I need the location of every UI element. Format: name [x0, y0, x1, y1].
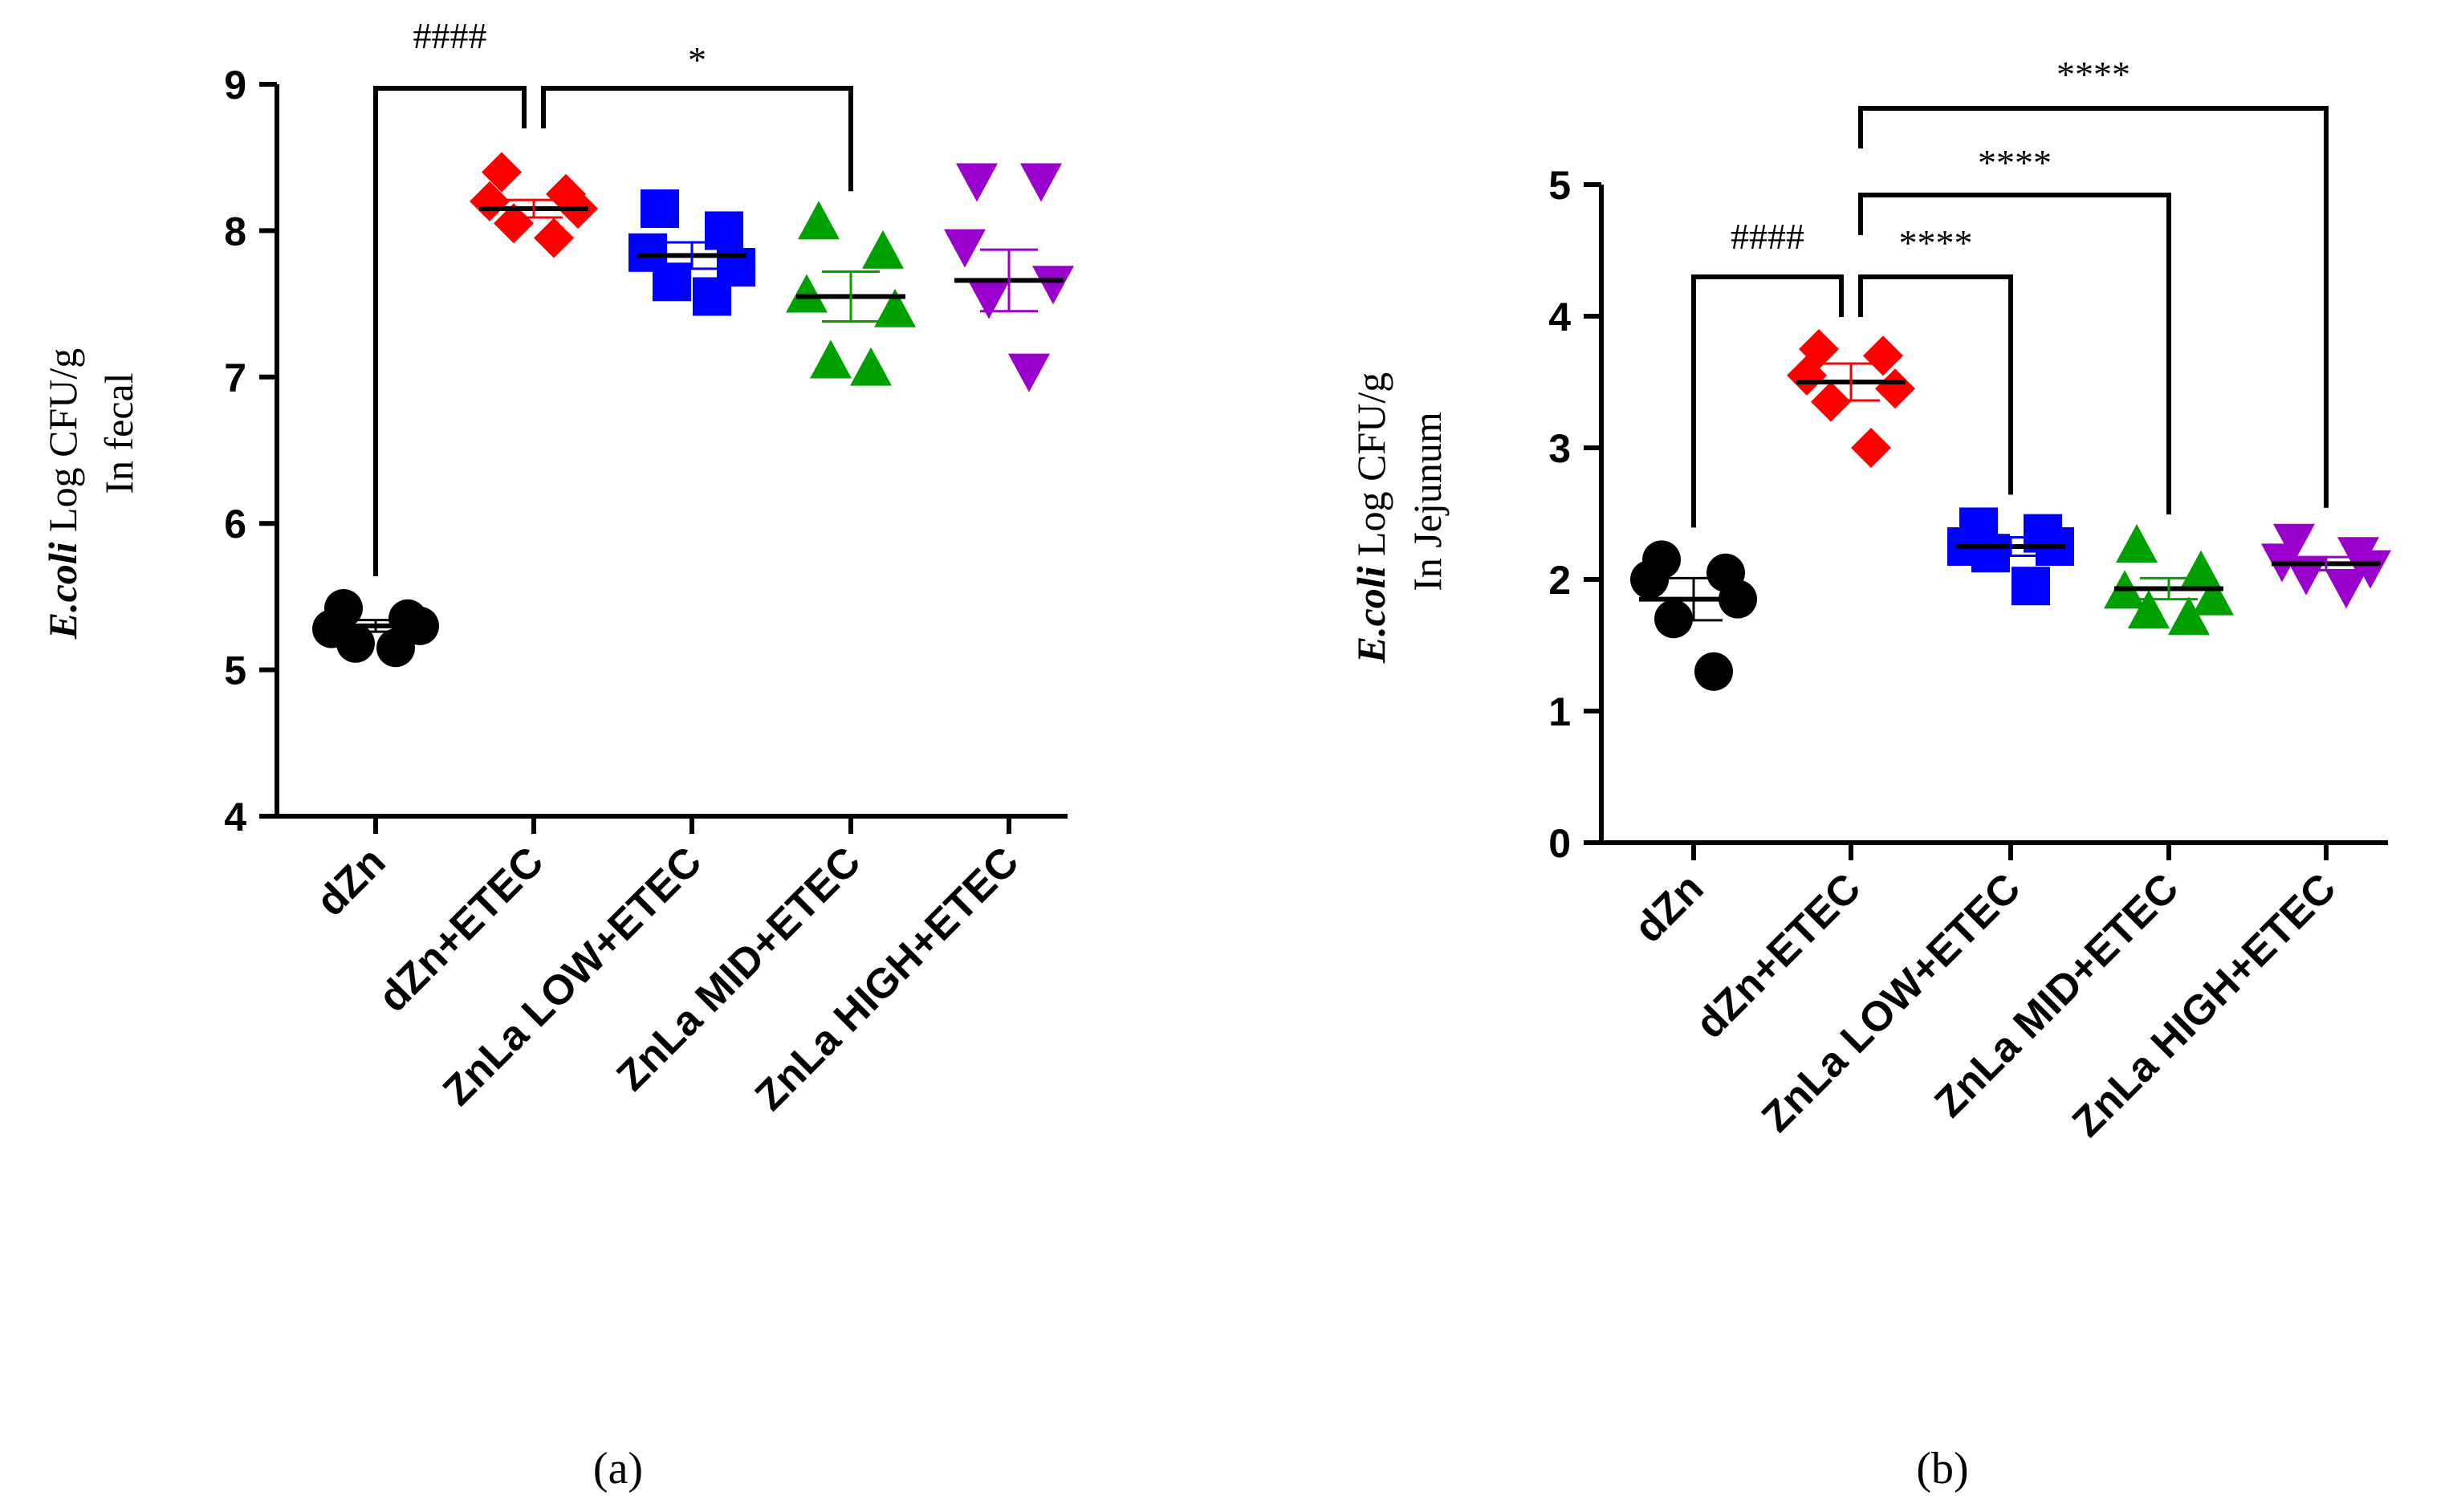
data-point [1020, 163, 1062, 202]
data-point [874, 288, 916, 327]
data-point [2012, 567, 2050, 606]
panel-a-y-axis-label: E.coli Log CFU/g [40, 348, 85, 640]
data-point [376, 628, 415, 668]
y-tick-label: 9 [224, 63, 246, 108]
data-point [1787, 355, 1827, 396]
panel-a-axes [275, 84, 1068, 819]
data-point [1008, 353, 1050, 392]
data-point [2128, 590, 2170, 628]
significance-bracket [541, 86, 853, 192]
data-point [1971, 534, 2010, 573]
data-point [2349, 550, 2391, 589]
data-point [2325, 570, 2367, 609]
data-point [850, 347, 892, 386]
category-label: ZnLa LOW+ETEC [434, 838, 710, 1114]
y-tick-label: 0 [1548, 821, 1571, 866]
data-point [2116, 524, 2158, 563]
data-point [494, 203, 534, 244]
significance-bracket [1691, 274, 1844, 528]
panel-b-caption: (b) [1916, 1444, 1968, 1494]
panel-a-y-ticks: 4 5 6 7 8 9 [224, 63, 277, 839]
y-tick-label: 2 [1548, 558, 1571, 603]
data-point [336, 624, 375, 663]
data-point [798, 201, 840, 240]
data-point [2285, 556, 2327, 595]
data-point [534, 217, 574, 258]
data-point [705, 211, 743, 250]
y-tick-label: 5 [224, 648, 246, 693]
panel-a-brackets: #### * [373, 15, 853, 576]
category-label: ZnLa HIGH+ETEC [746, 838, 1028, 1120]
data-point [470, 181, 510, 222]
data-point [641, 189, 679, 229]
data-point [1863, 335, 1903, 376]
panel-a-y-axis-label-line2: In fecal [96, 372, 141, 494]
data-point [2168, 596, 2210, 636]
y-tick-label: 7 [224, 356, 246, 400]
data-point [482, 152, 522, 193]
data-point [944, 229, 986, 268]
significance-label: **** [1978, 142, 2052, 183]
significance-label: **** [2056, 54, 2130, 95]
data-point [1875, 368, 1915, 409]
panel-b-brackets: #### ************ [1691, 54, 2329, 528]
panel-b-axes [1599, 185, 2388, 845]
category-label: dZn [1625, 864, 1712, 951]
data-point [956, 163, 998, 202]
category-label: ZnLa HIGH+ETEC [2064, 864, 2345, 1146]
data-point [786, 274, 828, 313]
data-point [1032, 266, 1074, 305]
data-point [2192, 576, 2234, 616]
y-tick-label: 8 [224, 209, 246, 254]
panel-a-caption: (a) [593, 1444, 643, 1494]
significance-bracket [1858, 193, 2171, 514]
data-point [810, 339, 852, 379]
panel-b-error-bars [1639, 362, 2381, 622]
data-point [1630, 560, 1669, 599]
y-tick-label: 6 [224, 502, 246, 547]
significance-label: **** [1899, 222, 1973, 263]
panel-b-points [1630, 329, 2391, 691]
significance-bracket [1858, 106, 2329, 508]
y-tick-label: 4 [1548, 295, 1571, 339]
panel-b-y-axis-label: E.coli Log CFU/g [1348, 372, 1393, 665]
data-point [968, 280, 1010, 319]
y-tick-label: 1 [1548, 689, 1571, 734]
y-tick-label: 3 [1548, 426, 1571, 471]
significance-label: #### [1731, 216, 1804, 257]
data-point [1654, 600, 1693, 639]
data-point [2273, 523, 2315, 563]
significance-label: * [688, 39, 706, 80]
panel-b-y-axis-label-line2: In Jejunum [1405, 412, 1450, 591]
y-tick-label: 5 [1548, 163, 1571, 208]
data-point [693, 277, 731, 316]
data-point [1851, 428, 1891, 468]
panel-a-error-bars [321, 198, 1064, 633]
data-point [1811, 381, 1851, 422]
significance-bracket [1858, 274, 2013, 495]
panel-b-y-ticks: 0 1 2 3 4 5 [1548, 163, 1601, 866]
data-point [1694, 652, 1733, 691]
category-label: dZn [307, 838, 394, 925]
panel-a-points [312, 152, 1074, 668]
significance-bracket [373, 86, 527, 576]
data-point [862, 230, 904, 269]
significance-label: #### [413, 15, 487, 56]
y-tick-label: 4 [224, 795, 246, 839]
